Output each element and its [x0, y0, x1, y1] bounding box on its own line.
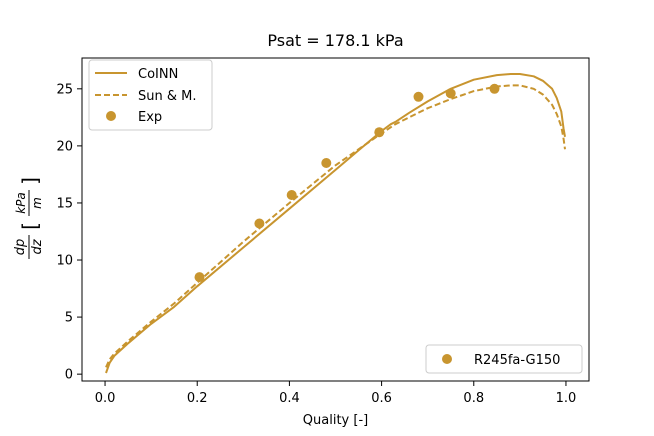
y-label-numerator: dp: [13, 239, 28, 256]
exp-point-8: [489, 83, 500, 94]
y-tick-label-1: 5: [65, 311, 73, 326]
legend-main: CoINN Sun & M. Exp: [88, 59, 213, 131]
legend-swatch-exp: [106, 111, 116, 121]
x-axis: 0.0 0.2 0.4 0.6 0.8 1.0: [95, 381, 577, 406]
y-tick-label-2: 10: [56, 254, 73, 269]
plot-frame: [81, 57, 590, 382]
y-tick-label-3: 15: [56, 196, 73, 211]
series-line-sun-m: [105, 84, 566, 368]
y-label-denominator: dz: [30, 238, 45, 254]
legend-label-coinn: CoINN: [138, 67, 178, 82]
exp-point-6: [413, 91, 424, 102]
x-tick-label-2: 0.4: [279, 391, 300, 406]
exp-point-4: [321, 158, 332, 168]
x-tick-label-1: 0.2: [187, 391, 208, 406]
legend-secondary-box: [425, 344, 583, 374]
legend-main-box: [88, 59, 213, 131]
exp-point-3: [286, 190, 297, 200]
x-axis-label: Quality [-]: [303, 413, 368, 428]
y-tick-label-4: 20: [56, 139, 73, 154]
chart-title: Psat = 178.1 kPa: [267, 31, 403, 50]
y-axis: 0 5 10 15 20 25: [56, 82, 82, 383]
x-tick-label-0: 0.0: [95, 391, 116, 406]
legend-label-exp: Exp: [138, 110, 162, 125]
exp-point-7: [445, 88, 456, 99]
x-tick-label-3: 0.6: [371, 391, 392, 406]
legend-label-r245fa: R245fa-G150: [474, 353, 560, 368]
y-label-open-bracket: [: [18, 222, 42, 230]
legend-swatch-r245fa: [442, 354, 452, 364]
y-tick-label-0: 0: [65, 368, 73, 383]
y-label-close-bracket: ]: [18, 177, 42, 185]
plot-area: [105, 73, 566, 374]
x-tick-label-5: 1.0: [556, 391, 577, 406]
series-line-coinn: [105, 73, 566, 374]
x-tick-label-4: 0.8: [463, 391, 484, 406]
y-axis-label: dp dz [ kPa m ]: [13, 177, 45, 259]
legend-secondary: R245fa-G150: [425, 344, 583, 374]
y-label-unit-numerator: kPa: [14, 192, 28, 214]
exp-point-5: [374, 127, 385, 138]
y-label-unit-denominator: m: [30, 197, 44, 209]
exp-point-2: [254, 218, 265, 229]
y-tick-label-5: 25: [56, 82, 73, 97]
exp-point-1: [194, 272, 205, 283]
legend-label-sun-m: Sun & M.: [138, 89, 196, 104]
